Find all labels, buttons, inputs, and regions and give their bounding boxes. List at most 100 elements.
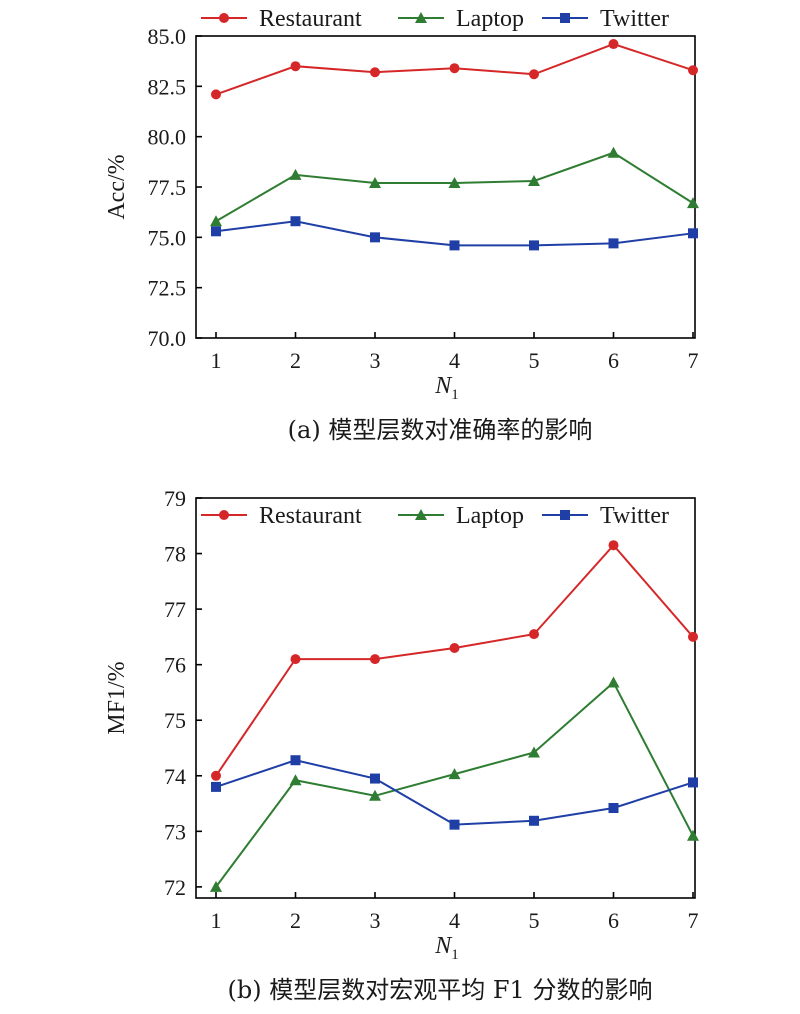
y-tick-label: 72.5 [148,276,187,301]
data-point-restaurant [290,654,301,665]
data-point-twitter [529,240,539,251]
x-axis-title: N1 [434,373,459,403]
series-line-laptop [215,680,694,888]
y-axis-title: MF1/% [104,661,130,734]
data-point-laptop [528,174,540,186]
data-point-laptop [607,146,620,158]
plot-frame [195,497,696,899]
data-point-twitter [608,803,619,813]
y-tick-label: 82.5 [148,74,187,99]
data-point-laptop [448,768,461,780]
data-point-laptop [369,789,381,801]
data-point-restaurant [370,654,380,665]
y-tick-label: 77.5 [148,175,187,200]
data-point-twitter [608,238,619,249]
x-axis-title-sub: 1 [451,387,459,403]
x-tick-label: 4 [449,348,460,373]
chart-accuracy: 70.072.575.077.580.082.585.01 2 3 4 5 6 7N1Acc… [104,6,699,444]
data-point-restaurant [608,39,619,50]
data-point-laptop [687,829,699,841]
legend-label: Twitter [600,503,669,529]
x-axis-title: N1 [434,933,459,963]
y-axis-title: Acc/% [104,154,130,219]
x-tick-label: 1 [211,348,222,373]
data-point-laptop [369,176,381,188]
data-point-restaurant [688,65,698,76]
legend-label: Laptop [456,6,524,32]
legend-label: Restaurant [259,6,362,32]
y-tick-label: 75 [164,708,186,733]
data-point-laptop [528,746,540,758]
y-tick-label: 78 [164,542,186,567]
data-point-restaurant [449,63,460,74]
legend-marker-twitter [560,510,570,520]
x-tick-label: 6 [608,908,619,933]
data-point-laptop [289,774,302,786]
series-line-restaurant [215,543,694,777]
data-point-laptop [607,676,620,688]
x-tick-label: 6 [608,348,619,373]
data-point-restaurant [608,540,619,551]
data-point-restaurant [211,770,221,781]
data-point-restaurant [529,629,539,640]
x-tick-label: 1 [211,908,222,933]
legend-label: Laptop [456,503,524,529]
y-tick-label: 85.0 [148,24,187,49]
data-point-twitter [529,815,539,826]
legend-marker-laptop [415,509,427,520]
figure-caption: (b) 模型层数对宏观平均 F1 分数的影响 [228,976,653,1004]
y-tick-label: 72 [164,875,186,900]
data-point-laptop [687,197,699,209]
data-point-twitter [211,226,221,237]
legend-marker-laptop [415,12,427,23]
data-point-twitter [370,232,380,243]
data-point-laptop [448,176,461,188]
data-point-twitter [688,228,698,239]
data-point-restaurant [370,67,380,78]
data-point-restaurant [529,69,539,80]
legend-label: Twitter [600,6,669,32]
x-tick-label: 2 [290,348,301,373]
x-axis-title-main: N [434,933,453,959]
y-tick-label: 76 [164,653,186,678]
data-point-laptop [289,168,302,180]
data-point-restaurant [449,643,460,653]
x-tick-label: 7 [688,908,699,933]
x-tick-label: 3 [370,908,381,933]
y-tick-label: 74 [164,764,186,789]
legend-marker-restaurant [219,13,229,23]
y-tick-label: 70.0 [148,326,187,351]
x-tick-label: 4 [449,908,460,933]
data-point-laptop [210,215,222,227]
x-tick-label: 2 [290,908,301,933]
data-point-twitter [290,755,301,766]
y-tick-label: 77 [164,597,186,622]
data-point-restaurant [290,61,301,72]
x-tick-label: 7 [688,348,699,373]
data-point-twitter [449,240,460,251]
y-tick-label: 73 [164,819,186,844]
data-point-twitter [211,781,221,792]
legend-marker-twitter [560,13,570,23]
data-point-laptop [210,880,222,892]
x-axis-title-sub: 1 [451,947,459,963]
y-tick-label: 75.0 [148,225,187,250]
y-tick-label: 79 [164,486,186,511]
data-point-twitter [290,216,301,227]
x-tick-label: 5 [529,348,540,373]
data-point-twitter [688,777,698,788]
data-point-twitter [449,819,460,830]
data-point-restaurant [688,631,698,642]
y-tick-label: 80.0 [148,125,187,150]
legend-label: Restaurant [259,503,362,529]
plot-frame [195,35,696,339]
x-tick-label: 3 [370,348,381,373]
data-point-twitter [370,773,380,784]
x-axis-title-main: N [434,373,453,399]
figure-caption: (a) 模型层数对准确率的影响 [288,416,593,444]
data-point-restaurant [211,89,221,100]
legend-marker-restaurant [219,510,229,520]
x-tick-label: 5 [529,908,540,933]
